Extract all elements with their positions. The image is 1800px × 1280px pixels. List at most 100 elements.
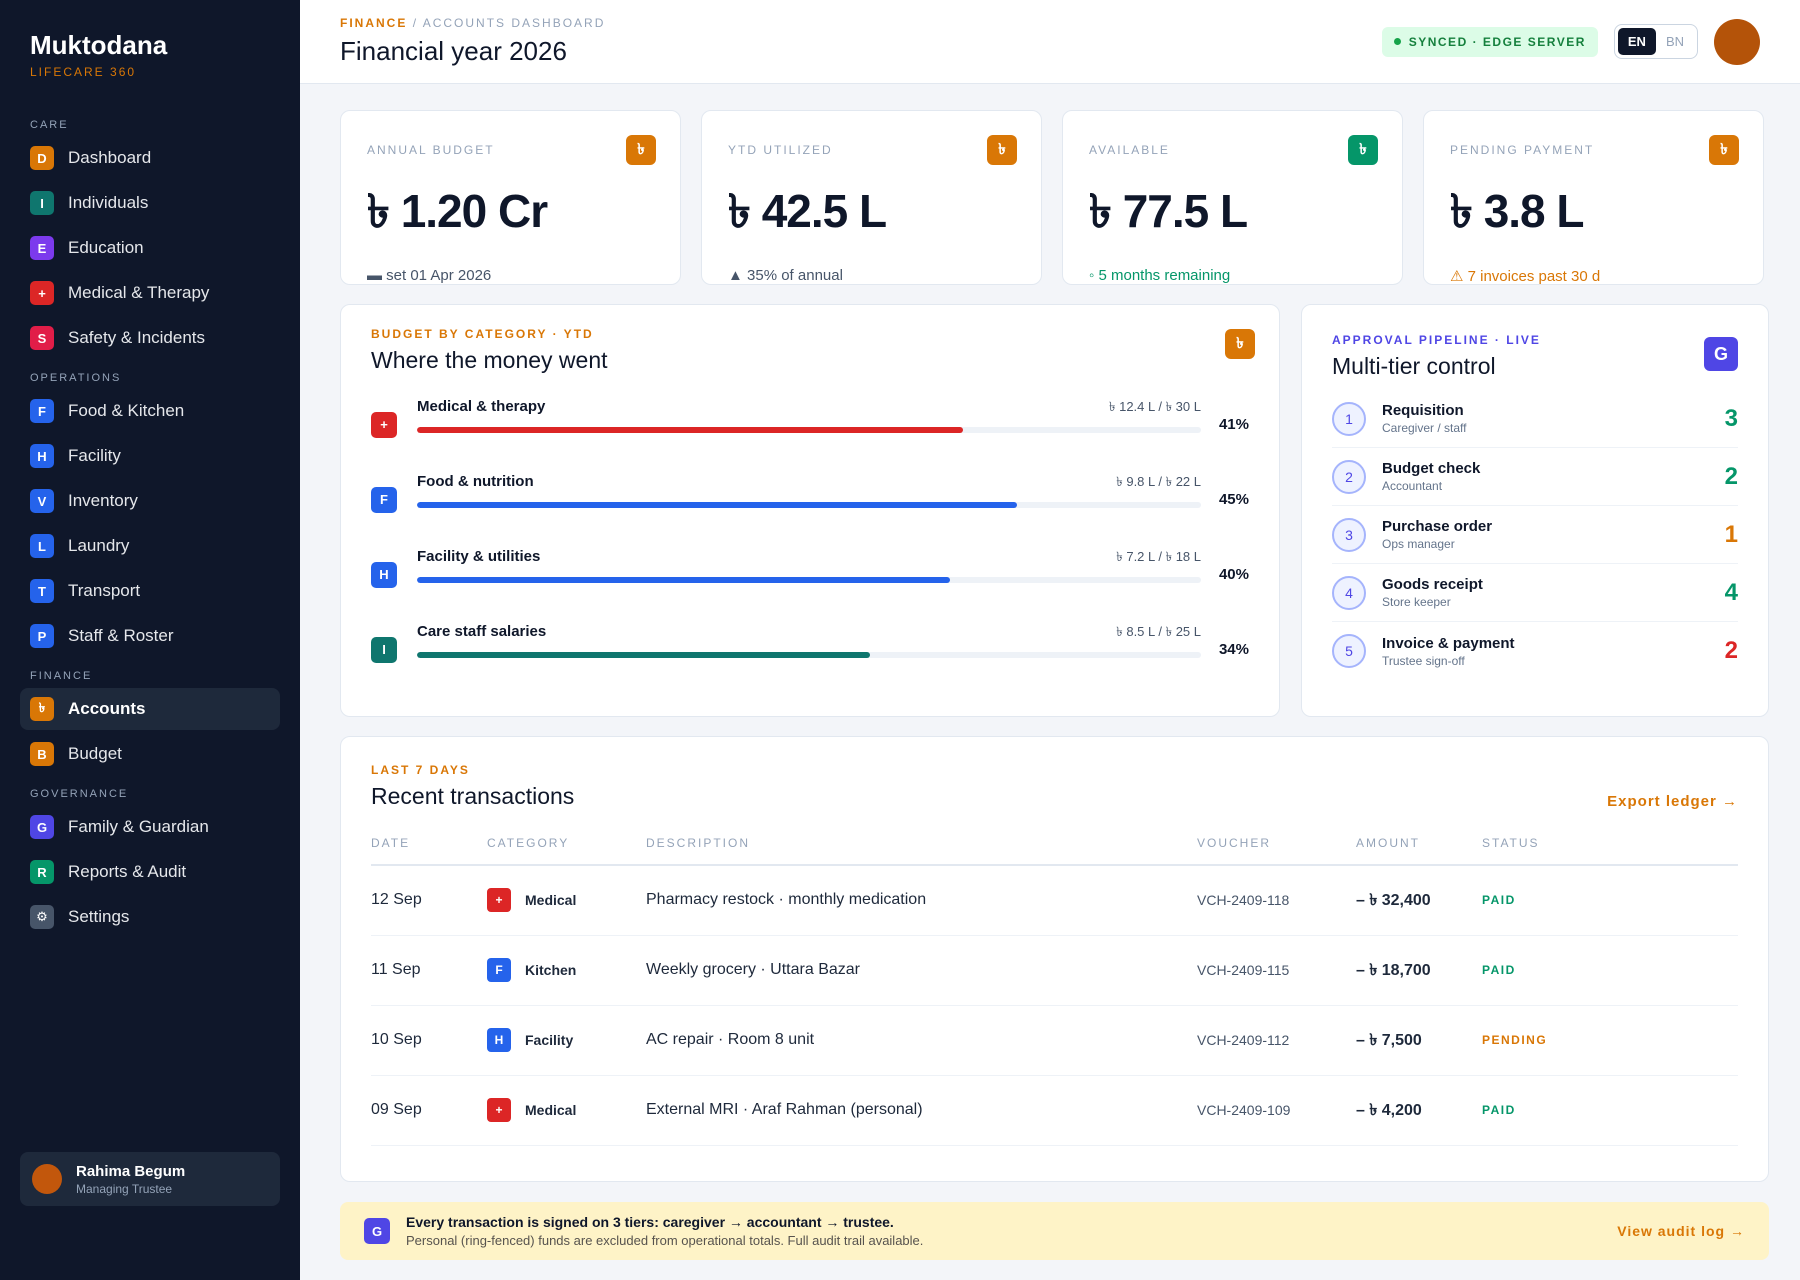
category-header: Medical & therapy ৳ 12.4 L / ৳ 30 L <box>417 398 1201 419</box>
category-amount: ৳ 9.8 L / ৳ 22 L <box>1116 474 1201 489</box>
nav-section-title: FINANCE <box>30 670 93 682</box>
sidebar-item-settings[interactable]: ⚙ Settings <box>20 896 280 938</box>
staff-roster-icon: P <box>30 624 54 648</box>
txn-amount: – ৳ 7,500 <box>1356 1005 1482 1076</box>
budget-row-food-nutrition: F Food & nutrition ৳ 9.8 L / ৳ 22 L 45% <box>371 453 1249 528</box>
reports-audit-icon: R <box>30 860 54 884</box>
txn-description: External MRI · Araf Rahman (personal) <box>646 1075 1197 1146</box>
taka-icon: ৳ <box>987 135 1017 165</box>
column-header-description: DESCRIPTION <box>646 836 1197 866</box>
category-percent: 40% <box>1218 566 1249 583</box>
category-label: Medical <box>525 892 577 909</box>
sidebar-item-budget[interactable]: B Budget <box>20 733 280 775</box>
sidebar-item-label: Accounts <box>68 699 146 718</box>
budget-row-medical-therapy: + Medical & therapy ৳ 12.4 L / ৳ 30 L 41% <box>371 378 1249 453</box>
kpi-note: ▲ 35% of annual <box>728 267 843 284</box>
txn-category: H Facility <box>487 1028 646 1052</box>
sidebar-item-accounts[interactable]: ৳ Accounts <box>20 688 280 730</box>
budget-by-category-card: BUDGET BY CATEGORY · YTD Where the money… <box>340 304 1280 717</box>
progress-fill <box>417 577 951 583</box>
sidebar-item-food-kitchen[interactable]: F Food & Kitchen <box>20 390 280 432</box>
kpi-label: ANNUAL BUDGET <box>367 143 495 157</box>
step-count: 2 <box>1724 637 1738 664</box>
sidebar-item-staff-roster[interactable]: P Staff & Roster <box>20 615 280 657</box>
profile-avatar[interactable] <box>1714 18 1760 65</box>
breadcrumb-separator: / <box>412 16 423 30</box>
sidebar-item-medical-therapy[interactable]: + Medical & Therapy <box>20 272 280 314</box>
budget-icon: B <box>30 742 54 766</box>
sidebar-item-label: Reports & Audit <box>68 862 187 881</box>
progress-bar <box>417 502 1201 508</box>
sync-status-badge: SYNCED · EDGE SERVER <box>1381 26 1598 57</box>
step-count: 2 <box>1724 462 1738 490</box>
category-header: Food & nutrition ৳ 9.8 L / ৳ 22 L <box>417 473 1201 494</box>
approval-pipeline-card: APPROVAL PIPELINE · LIVE Multi-tier cont… <box>1301 304 1769 717</box>
sidebar-item-transport[interactable]: T Transport <box>20 570 280 612</box>
step-text: Goods receipt Store keeper <box>1382 576 1725 609</box>
category-name: Facility & utilities <box>417 548 541 565</box>
pipeline-step-budget-check[interactable]: 2 Budget check Accountant 2 <box>1332 448 1738 506</box>
kpi-label: YTD UTILIZED <box>728 143 833 157</box>
category-header: Facility & utilities ৳ 7.2 L / ৳ 18 L <box>417 548 1201 569</box>
table-row[interactable]: 12 Sep + Medical Pharmacy restock · monthly… <box>371 865 1738 936</box>
step-role: Caregiver / staff <box>1382 421 1467 435</box>
sidebar-item-individuals[interactable]: I Individuals <box>20 182 280 224</box>
table-row[interactable]: 10 Sep H Facility AC repair · Room 8 unit VC… <box>371 1005 1738 1076</box>
lang-en-button[interactable]: EN <box>1617 28 1656 55</box>
lang-bn-button[interactable]: BN <box>1665 34 1684 49</box>
txn-category-cell: F Kitchen <box>487 935 646 1006</box>
sidebar-nav: CARE D Dashboard I Individuals E Education + Med… <box>20 109 280 938</box>
user-card[interactable]: Rahima Begum Managing Trustee <box>20 1152 280 1206</box>
pipeline-step-goods-receipt[interactable]: 4 Goods receipt Store keeper 4 <box>1332 564 1738 622</box>
export-ledger-link[interactable]: Export ledger → <box>1607 793 1738 810</box>
note-main-text: Every transaction is signed on 3 tiers: … <box>406 1214 894 1230</box>
txn-date: 09 Sep <box>371 1075 487 1146</box>
kpi-card-available: AVAILABLE ৳ 77.5 L ◦ 5 months remaining ৳ <box>1062 110 1403 285</box>
page-title: Financial year 2026 <box>340 36 567 66</box>
settings-icon: ⚙ <box>30 905 54 929</box>
step-number: 2 <box>1332 459 1366 494</box>
step-number: 4 <box>1332 575 1366 610</box>
kpi-note: ◦ 5 months remaining <box>1089 267 1231 284</box>
sidebar-item-education[interactable]: E Education <box>20 227 280 269</box>
pipeline-steps: 1 Requisition Caregiver / staff 3 2 Budget ch… <box>1332 390 1738 680</box>
view-audit-log-link[interactable]: View audit log → <box>1617 1223 1745 1239</box>
category-amount: ৳ 7.2 L / ৳ 18 L <box>1116 549 1201 564</box>
breadcrumb-finance[interactable]: FINANCE <box>340 16 408 30</box>
pipeline-step-requisition[interactable]: 1 Requisition Caregiver / staff 3 <box>1332 390 1738 448</box>
recent-transactions-card: LAST 7 DAYS Recent transactions Export l… <box>340 736 1769 1182</box>
txn-description: AC repair · Room 8 unit <box>646 1005 1197 1076</box>
sidebar-item-dashboard[interactable]: D Dashboard <box>20 137 280 179</box>
sidebar-item-family-guardian[interactable]: G Family & Guardian <box>20 806 280 848</box>
sidebar-item-label: Family & Guardian <box>68 817 209 836</box>
progress-bar <box>417 652 1201 658</box>
kpi-value: ৳ 42.5 L <box>728 185 887 237</box>
budget-row-facility-utilities: H Facility & utilities ৳ 7.2 L / ৳ 18 L 40% <box>371 528 1249 603</box>
sidebar-item-facility[interactable]: H Facility <box>20 435 280 477</box>
pipeline-step-invoice-payment[interactable]: 5 Invoice & payment Trustee sign-off 2 <box>1332 622 1738 680</box>
step-role: Accountant <box>1382 479 1443 493</box>
sidebar-item-label: Education <box>68 238 144 257</box>
audit-note-banner: G Every transaction is signed on 3 tiers… <box>340 1202 1769 1260</box>
category-percent: 45% <box>1218 491 1249 508</box>
step-name: Purchase order <box>1382 518 1493 535</box>
sidebar-item-inventory[interactable]: V Inventory <box>20 480 280 522</box>
sidebar-item-safety-incidents[interactable]: S Safety & Incidents <box>20 317 280 359</box>
user-name: Rahima Begum <box>76 1162 186 1180</box>
sidebar-item-label: Budget <box>68 744 122 763</box>
sidebar-item-label: Facility <box>68 446 121 465</box>
budget-rows: + Medical & therapy ৳ 12.4 L / ৳ 30 L 41% F F… <box>371 378 1249 678</box>
sidebar-item-label: Transport <box>68 581 141 600</box>
step-number: 3 <box>1332 517 1366 552</box>
table-row[interactable]: 09 Sep + Medical External MRI · Araf Rahman… <box>371 1075 1738 1146</box>
sidebar-item-laundry[interactable]: L Laundry <box>20 525 280 567</box>
step-role: Ops manager <box>1382 537 1455 551</box>
column-header-amount: AMOUNT <box>1356 836 1482 866</box>
language-toggle: EN BN <box>1613 24 1698 59</box>
sidebar-item-reports-audit[interactable]: R Reports & Audit <box>20 851 280 893</box>
step-name: Budget check <box>1382 460 1481 477</box>
budget-row-care-staff-salaries: I Care staff salaries ৳ 8.5 L / ৳ 25 L 34% <box>371 603 1249 678</box>
pipeline-step-purchase-order[interactable]: 3 Purchase order Ops manager 1 <box>1332 506 1738 564</box>
table-row[interactable]: 11 Sep F Kitchen Weekly grocery · Uttara Ba… <box>371 935 1738 1006</box>
txn-voucher: VCH-2409-115 <box>1197 935 1356 1006</box>
